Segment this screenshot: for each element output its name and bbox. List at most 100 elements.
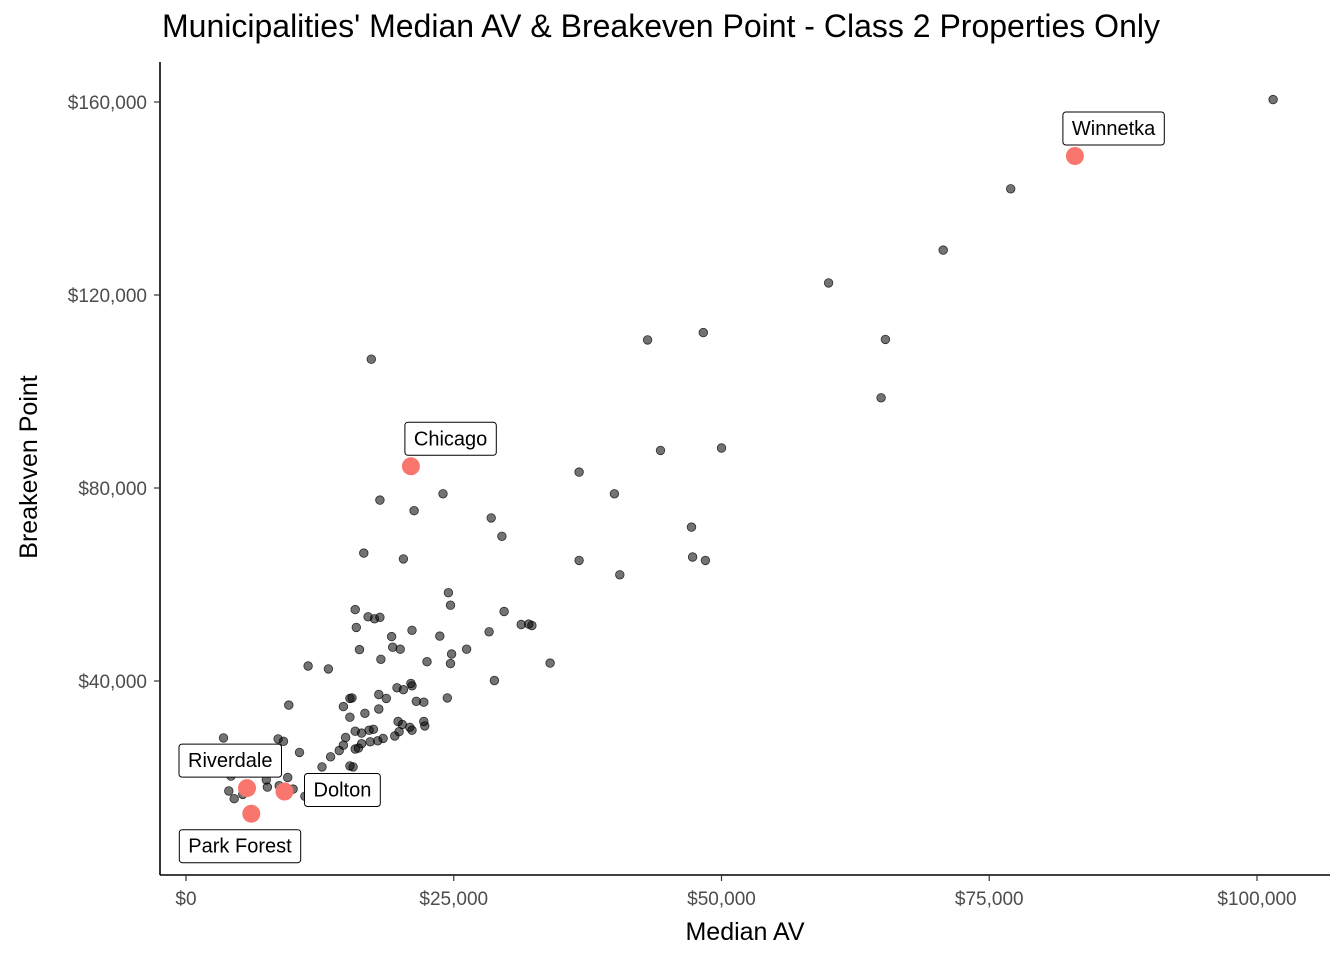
data-point	[348, 762, 358, 772]
data-point	[700, 555, 711, 566]
x-tick-label: $100,000	[1217, 889, 1296, 910]
data-point	[938, 245, 948, 255]
highlight-point	[242, 804, 261, 823]
data-point	[407, 625, 417, 636]
data-point	[446, 649, 457, 659]
data-point	[350, 744, 360, 754]
data-point	[262, 782, 273, 792]
data-point	[395, 644, 405, 654]
data-point	[354, 644, 365, 655]
data-point	[435, 631, 445, 641]
axis-ticks-layer: $0 $25,000 $50,000 $75,000 $100,000 $40,000 $8…	[68, 93, 1297, 910]
highlight-point	[1065, 147, 1084, 165]
data-point	[499, 606, 509, 617]
y-tick-label: $80,000	[78, 479, 147, 500]
data-point	[419, 697, 429, 707]
chart-title: Municipalities' Median AV & Breakeven Po…	[162, 8, 1160, 44]
callout-box	[304, 773, 381, 807]
callout-text: Chicago	[414, 428, 487, 450]
data-point	[374, 704, 384, 714]
x-tick-label: $0	[175, 889, 196, 910]
data-point	[655, 445, 666, 456]
data-point	[381, 693, 392, 704]
data-point	[407, 681, 417, 691]
data-point	[303, 661, 313, 671]
data-point	[422, 657, 432, 667]
data-point	[325, 752, 336, 762]
data-point	[323, 664, 334, 674]
data-point	[229, 794, 239, 804]
data-point	[278, 736, 289, 747]
data-point	[438, 489, 448, 499]
data-point	[398, 554, 409, 564]
data-point	[489, 675, 500, 686]
data-point	[698, 327, 709, 338]
data-point	[497, 531, 507, 542]
data-point	[366, 354, 377, 364]
callout-box	[178, 743, 282, 778]
data-point	[716, 443, 727, 453]
callout-label: Winnetka	[1062, 111, 1165, 146]
data-point	[334, 745, 344, 756]
callout-label: Park Forest	[178, 829, 302, 864]
data-point	[350, 604, 360, 615]
data-point	[284, 700, 294, 710]
callout-label: Chicago	[404, 421, 497, 456]
data-point	[398, 685, 409, 695]
x-tick-label: $75,000	[955, 889, 1024, 910]
data-point	[338, 701, 349, 712]
data-point	[224, 786, 234, 796]
data-point	[345, 712, 355, 722]
highlight-point	[401, 457, 420, 476]
data-point	[687, 552, 698, 562]
callout-box	[178, 829, 302, 864]
data-point	[574, 555, 584, 566]
data-point	[516, 619, 526, 630]
data-point	[376, 654, 386, 665]
data-point	[407, 725, 417, 735]
data-point	[347, 693, 357, 703]
y-axis-title: Breakeven Point	[15, 375, 43, 559]
callout-text: Winnetka	[1072, 118, 1156, 140]
data-point	[360, 708, 370, 719]
data-point	[545, 658, 555, 668]
data-point	[445, 600, 456, 610]
y-tick-label: $40,000	[78, 672, 147, 693]
data-point	[642, 335, 653, 345]
data-points-layer	[218, 94, 1278, 804]
data-point	[283, 772, 293, 783]
data-point	[317, 762, 327, 772]
y-tick-label: $160,000	[68, 93, 147, 114]
data-point	[527, 620, 537, 631]
data-point	[390, 731, 400, 741]
x-axis-title: Median AV	[685, 918, 804, 946]
data-point	[356, 728, 367, 738]
data-point	[686, 522, 697, 532]
data-point	[574, 467, 584, 477]
data-point	[359, 548, 369, 558]
data-point	[445, 658, 456, 669]
data-point	[823, 278, 834, 288]
data-point	[609, 489, 620, 499]
data-point	[375, 495, 385, 505]
data-point	[374, 689, 384, 700]
data-point	[1268, 94, 1278, 105]
callout-text: Riverdale	[188, 750, 272, 772]
data-point	[880, 334, 891, 345]
data-point	[375, 612, 385, 623]
highlighted-points-layer: Winnetka Chicago Riverdale Dolton Park Fores…	[178, 111, 1165, 864]
callout-text: Park Forest	[188, 836, 292, 858]
data-point	[218, 733, 229, 743]
highlight-point	[275, 782, 294, 801]
data-point	[615, 570, 625, 580]
callout-box	[404, 421, 497, 456]
highlight-point	[238, 779, 256, 798]
data-point	[294, 747, 305, 758]
data-point	[420, 721, 430, 731]
data-point	[486, 513, 496, 523]
data-point	[340, 732, 351, 743]
callout-text: Dolton	[314, 780, 372, 802]
data-point	[351, 622, 362, 633]
data-point	[1006, 184, 1016, 194]
